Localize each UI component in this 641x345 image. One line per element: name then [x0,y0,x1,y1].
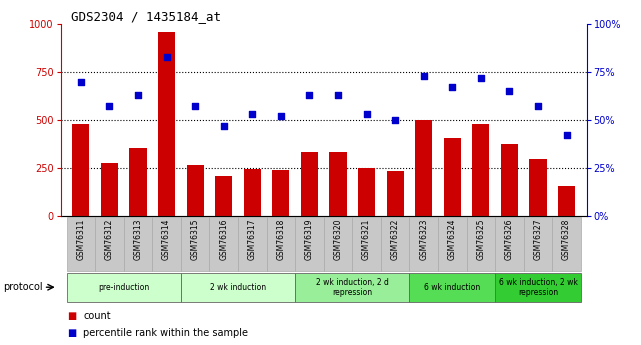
Text: GSM76315: GSM76315 [190,219,199,260]
Text: 2 wk induction: 2 wk induction [210,283,266,292]
Bar [495,273,581,302]
Bar [210,217,238,271]
Bar [301,152,318,216]
Bar [181,217,210,271]
Bar [95,217,124,271]
Text: GSM76316: GSM76316 [219,219,228,260]
Bar [410,217,438,271]
Bar [353,217,381,271]
Bar [415,120,432,216]
Text: GSM76321: GSM76321 [362,219,371,260]
Text: percentile rank within the sample: percentile rank within the sample [83,328,248,338]
Point [476,75,486,80]
Bar [215,176,232,216]
Text: 2 wk induction, 2 d
repression: 2 wk induction, 2 d repression [316,277,388,297]
Bar [67,273,181,302]
Text: GSM76311: GSM76311 [76,219,85,260]
Point [76,79,86,84]
Bar [67,217,95,271]
Point [333,92,343,98]
Bar [101,163,118,216]
Text: GSM76327: GSM76327 [533,219,542,260]
Text: GSM76317: GSM76317 [248,219,257,260]
Text: 6 wk induction: 6 wk induction [424,283,480,292]
Bar [387,171,404,216]
Text: 6 wk induction, 2 wk
repression: 6 wk induction, 2 wk repression [499,277,578,297]
Text: GSM76319: GSM76319 [305,219,314,260]
Bar [72,124,90,216]
Bar [553,217,581,271]
Bar [187,165,204,216]
Text: GSM76328: GSM76328 [562,219,571,260]
Point [276,113,286,119]
Bar [124,217,153,271]
Bar [444,138,461,216]
Bar [381,217,410,271]
Point [104,104,115,109]
Point [190,104,200,109]
Text: count: count [83,311,111,321]
Text: GSM76320: GSM76320 [333,219,342,260]
Bar [329,152,347,216]
Text: pre-induction: pre-induction [98,283,149,292]
Point [562,132,572,138]
Point [504,88,515,94]
Bar [438,217,467,271]
Bar [295,217,324,271]
Point [247,111,258,117]
Text: GSM76322: GSM76322 [390,219,399,260]
Bar [238,217,267,271]
Text: GSM76313: GSM76313 [133,219,142,260]
Text: ■: ■ [67,328,76,338]
Bar [495,217,524,271]
Point [419,73,429,79]
Bar [410,273,495,302]
Bar [129,148,147,216]
Text: GSM76318: GSM76318 [276,219,285,260]
Bar [472,124,489,216]
Point [362,111,372,117]
Point [162,54,172,59]
Bar [529,159,547,216]
Point [219,123,229,128]
Bar [181,273,295,302]
Bar [558,186,575,216]
Bar [524,217,553,271]
Bar [158,32,175,216]
Point [447,85,458,90]
Text: GSM76326: GSM76326 [505,219,514,260]
Text: GSM76314: GSM76314 [162,219,171,260]
Bar [272,170,290,216]
Bar [358,168,375,216]
Text: GSM76323: GSM76323 [419,219,428,260]
Bar [244,169,261,216]
Text: ■: ■ [67,311,76,321]
Bar [467,217,495,271]
Point [533,104,543,109]
Point [304,92,315,98]
Point [390,117,400,122]
Point [133,92,143,98]
Bar [324,217,353,271]
Text: GSM76312: GSM76312 [105,219,114,260]
Bar [267,217,295,271]
Bar [153,217,181,271]
Text: GSM76324: GSM76324 [448,219,457,260]
Bar [295,273,410,302]
Bar [501,144,518,216]
Text: GSM76325: GSM76325 [476,219,485,260]
Text: protocol: protocol [3,282,43,292]
Text: GDS2304 / 1435184_at: GDS2304 / 1435184_at [71,10,221,23]
